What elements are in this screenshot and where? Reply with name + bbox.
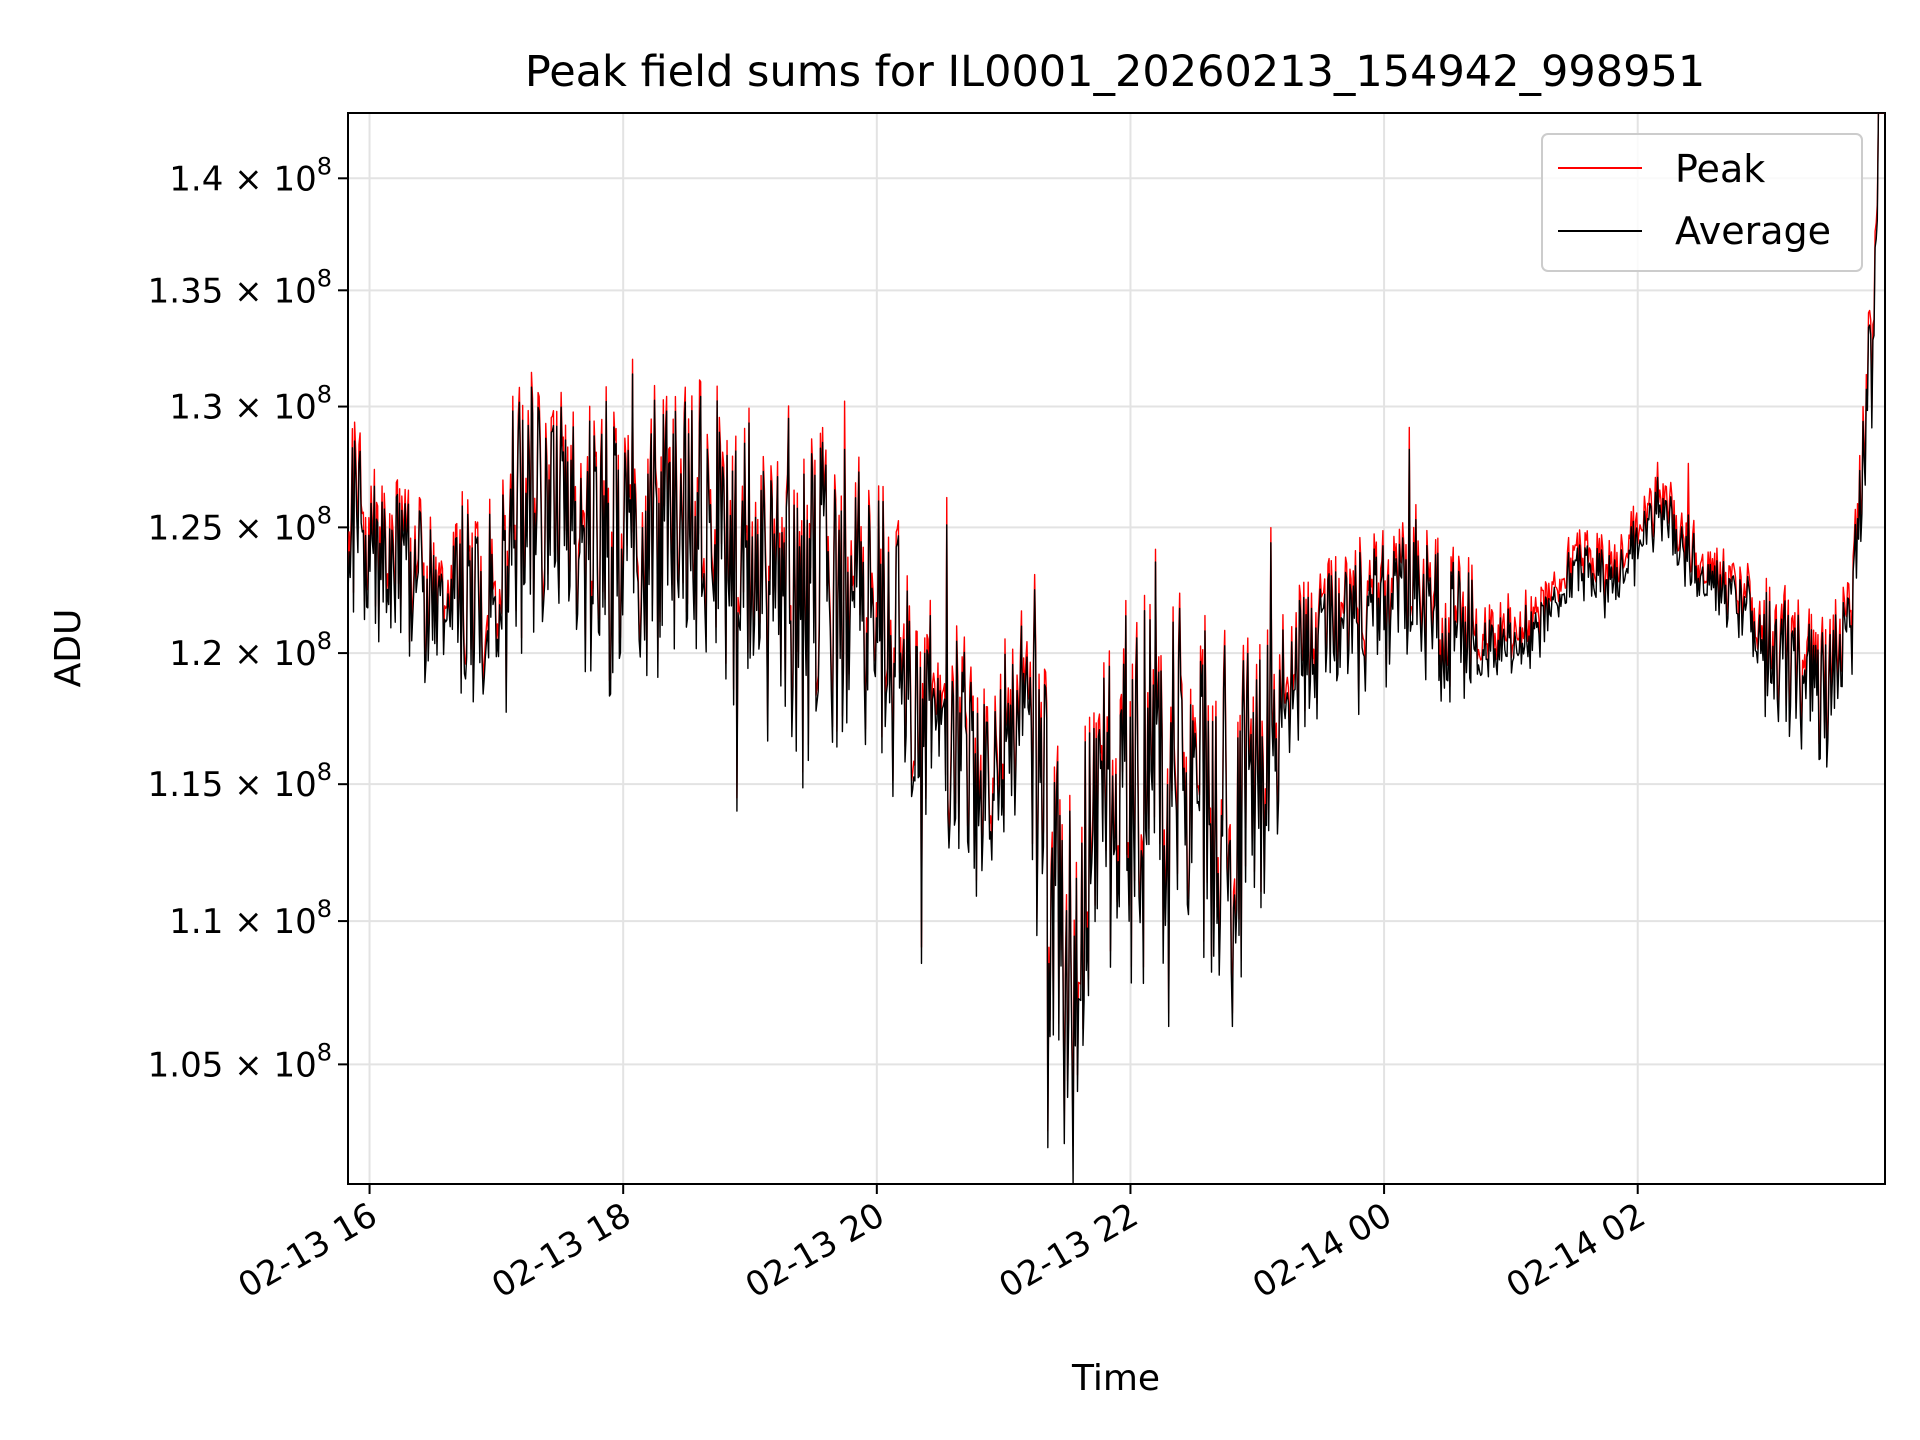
x-tick-label-4: 02-14 00 (1246, 1195, 1398, 1306)
x-tick-label-3: 02-13 22 (993, 1195, 1145, 1306)
axes-layer: 02-13 16 02-13 18 02-13 20 02-13 22 02-14 00… (148, 152, 1653, 1306)
plot-area (347, 112, 1886, 1185)
grid-lines (348, 113, 1885, 1184)
x-tick-label-5: 02-14 02 (1500, 1195, 1652, 1306)
legend-peak-label: Peak (1675, 147, 1765, 191)
y-tick-label-7: 1.4 × 108 (169, 152, 332, 199)
y-tick-label-1: 1.1 × 108 (169, 895, 332, 942)
legend-average-label: Average (1675, 209, 1831, 253)
series-line-average (348, 113, 1885, 1184)
y-tick-label-2: 1.15 × 108 (148, 758, 332, 805)
y-tick-label-5: 1.3 × 108 (169, 381, 332, 428)
y-axis-label: ADU (48, 609, 89, 688)
x-tick-label-2: 02-13 20 (739, 1195, 891, 1306)
x-tick-label-1: 02-13 18 (485, 1195, 637, 1306)
x-axis-label: Time (1071, 1358, 1160, 1399)
series-layer (348, 113, 1885, 1184)
chart-title: Peak field sums for IL0001_20260213_1549… (525, 47, 1705, 97)
legend: Peak Average (1541, 133, 1863, 272)
y-tick-label-6: 1.35 × 108 (148, 264, 332, 311)
y-tick-label-0: 1.05 × 108 (148, 1038, 332, 1085)
y-tick-label-3: 1.2 × 108 (169, 627, 332, 674)
y-tick-label-4: 1.25 × 108 (148, 501, 332, 548)
x-tick-label-0: 02-13 16 (232, 1195, 384, 1306)
